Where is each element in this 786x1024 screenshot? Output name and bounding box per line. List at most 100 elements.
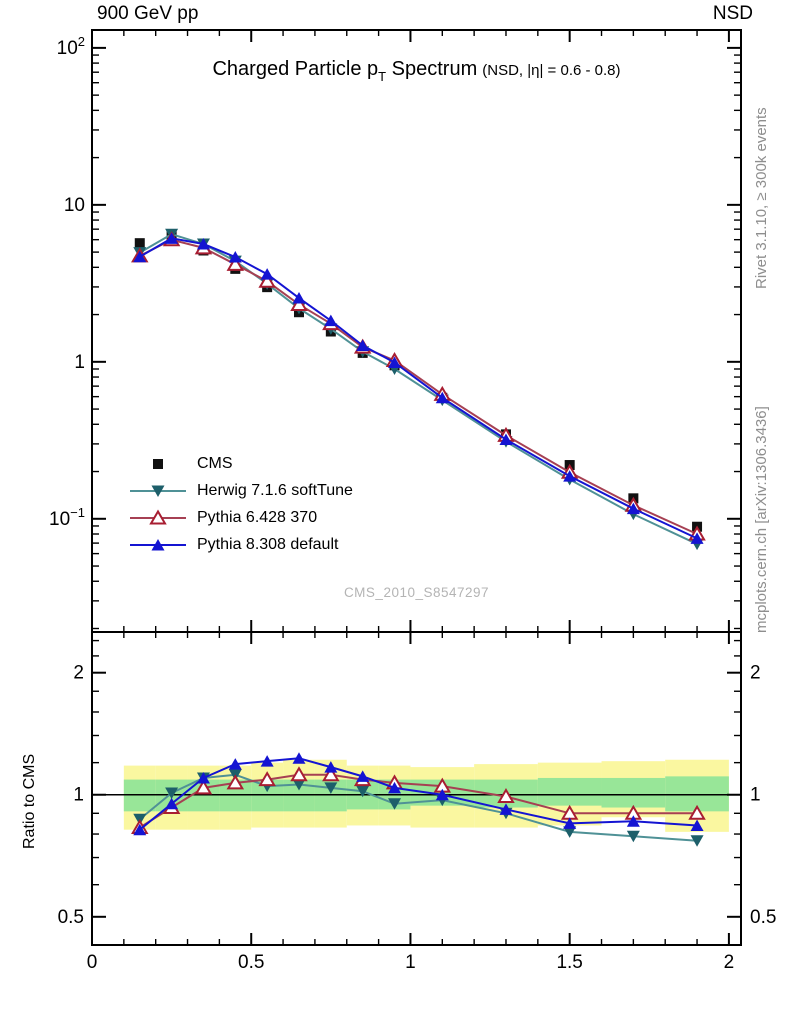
title-main: Charged Particle p [212, 58, 379, 80]
data-point-marker [165, 232, 179, 244]
axis-tick-label: 1.5 [556, 952, 582, 973]
data-point-marker [626, 815, 640, 827]
ratio-panel-series [131, 752, 706, 847]
data-point-marker [690, 835, 704, 847]
axis-tick-label: 2 [750, 663, 761, 684]
axis-tick-label: 1 [750, 785, 761, 806]
data-point-marker [290, 295, 308, 311]
inner-uncertainty-band [601, 777, 666, 808]
legend-label: Pythia 8.308 default [197, 535, 339, 553]
panel-frames [91, 29, 742, 946]
data-point-marker [499, 803, 513, 815]
legend-item-herwig: Herwig 7.1.6 softTune [126, 477, 353, 504]
data-point-marker [151, 485, 165, 497]
data-point-marker [563, 826, 577, 838]
axis-tick-label: 2 [724, 952, 735, 973]
data-point-marker [497, 788, 515, 804]
data-point-marker [690, 819, 704, 831]
data-point-marker [388, 798, 402, 810]
data-point-marker [324, 761, 338, 773]
legend-item-pythia8: Pythia 8.308 default [126, 531, 353, 558]
data-point-marker [165, 787, 179, 799]
data-point-marker [194, 779, 213, 795]
data-point-marker [290, 766, 308, 782]
data-point-marker [196, 238, 210, 250]
title-subscript: T [378, 69, 387, 84]
data-point-marker [626, 502, 640, 515]
legend-item-cms: CMS [126, 450, 353, 477]
data-point-marker [258, 771, 276, 787]
legend-label: Herwig 7.1.6 softTune [197, 481, 353, 499]
data-point-marker [388, 781, 402, 794]
axis-tick-label: 0.5 [58, 907, 84, 928]
data-point-marker [356, 339, 370, 352]
data-point-marker [149, 509, 167, 524]
data-point-marker [690, 532, 704, 544]
data-point-marker [563, 817, 577, 829]
main-ytick-label: 102 [57, 34, 85, 59]
data-point-marker [134, 238, 145, 249]
legend-label: Pythia 6.428 370 [197, 508, 318, 526]
axis-tick-label: 0.5 [238, 952, 264, 973]
main-ytick-label: 10−1 [49, 505, 85, 530]
axis-tick-label: 0 [87, 952, 98, 973]
data-point-marker [499, 433, 513, 445]
main-ytick-label: 1 [74, 352, 85, 373]
main-panel-series [131, 228, 706, 551]
series-line [139, 773, 698, 829]
data-point-marker [324, 314, 338, 327]
legend: CMS Herwig 7.1.6 softTune Pythia 6.428 3… [126, 450, 353, 558]
data-point-marker [228, 251, 242, 263]
data-point-marker [258, 272, 276, 288]
data-point-marker [435, 788, 449, 801]
axis-tick-label: 1 [405, 952, 416, 973]
event-class-label: NSD [712, 3, 753, 24]
data-point-marker [324, 782, 338, 794]
cms-marker-icon [153, 458, 163, 469]
axis-tick-label: 0.5 [750, 907, 776, 928]
data-point-marker [260, 268, 274, 280]
pythia8-marker-icon [130, 538, 186, 550]
data-point-marker [165, 797, 179, 810]
title-tail: Spectrum [386, 58, 478, 80]
rivet-version-caption: Rivet 3.1.10, ≥ 300k events [753, 107, 770, 289]
data-point-marker [688, 804, 706, 820]
data-point-marker [322, 766, 340, 782]
beam-energy-label: 900 GeV pp [97, 3, 199, 24]
data-point-marker [626, 830, 640, 843]
data-point-marker [153, 458, 163, 469]
series-line [139, 773, 698, 842]
ratio-axis-title: Ratio to CMS [21, 753, 38, 849]
data-point-marker [292, 752, 306, 764]
data-point-marker [133, 250, 147, 263]
series-pythia-8-308-default [133, 232, 704, 544]
data-point-marker [133, 823, 147, 836]
data-point-marker [260, 755, 274, 767]
data-point-marker [356, 785, 370, 798]
data-point-marker [196, 771, 210, 784]
data-point-marker [388, 356, 402, 369]
series-line [139, 757, 698, 831]
main-ytick-label: 10 [64, 195, 85, 216]
axis-labels: 102 10 1 10−1 0.5 0.5 1 1 2 2 0 0.5 1 1.5 2 [49, 34, 776, 973]
analysis-id-watermark: CMS_2010_S8547297 [343, 585, 490, 600]
legend-label: CMS [197, 454, 233, 472]
herwig-marker-icon [130, 485, 186, 497]
data-point-marker [435, 391, 449, 404]
pythia6-marker-icon [130, 509, 186, 524]
data-point-marker [226, 255, 245, 271]
ratio-panel-frame [91, 631, 742, 946]
mcplots-source-caption: mcplots.cern.ch [arXiv:1306.3436] [753, 406, 770, 633]
axis-tick-label: 1 [73, 785, 84, 806]
axis-tick-label: 2 [73, 663, 84, 684]
data-point-marker [563, 470, 577, 482]
series-line [139, 237, 698, 540]
data-point-marker [151, 538, 165, 550]
data-point-marker [226, 774, 245, 790]
data-point-marker [228, 758, 242, 770]
title-condition: (NSD, |η| = 0.6 - 0.8) [482, 62, 621, 79]
inner-uncertainty-band [537, 777, 602, 806]
data-point-marker [292, 778, 306, 791]
data-point-marker [292, 292, 306, 304]
